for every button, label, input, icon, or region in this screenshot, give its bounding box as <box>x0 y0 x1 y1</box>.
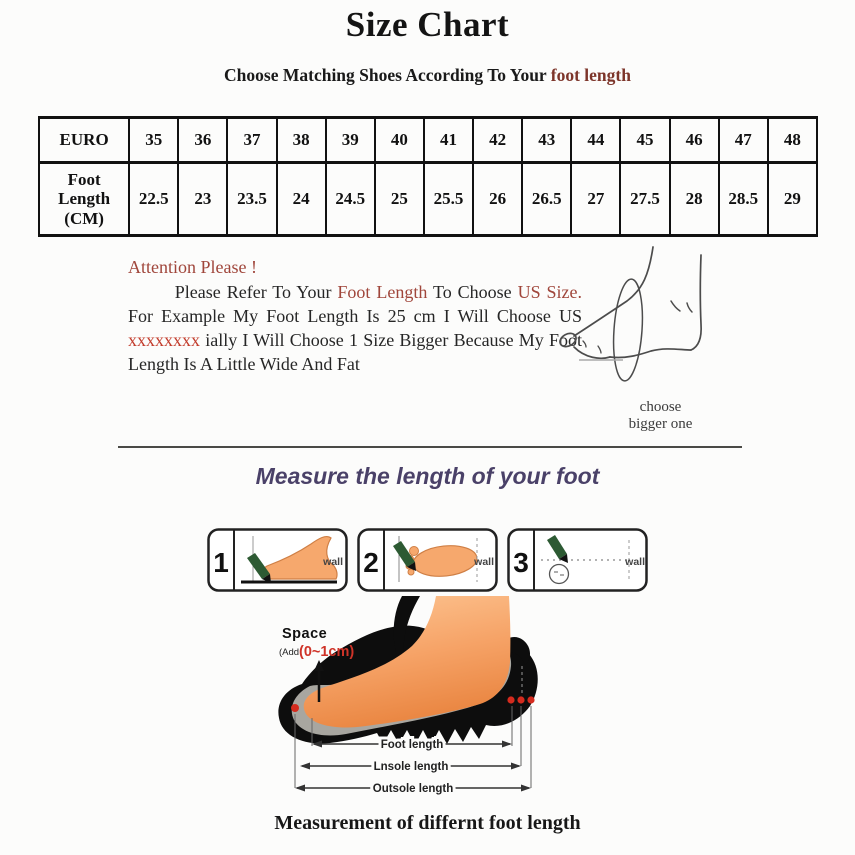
step3-number: 3 <box>513 547 529 578</box>
length-cell: 24.5 <box>324 161 376 237</box>
pen-tip <box>559 554 568 563</box>
attention-seg-ussize: US Size. <box>517 282 583 302</box>
choose-bigger-line1: choose <box>639 399 682 415</box>
subtitle: Choose Matching Shoes According To Your … <box>0 65 855 86</box>
step1-number: 1 <box>213 547 229 578</box>
size-table: EURO 35 36 37 38 39 40 41 42 43 44 45 46… <box>37 116 819 237</box>
page-title: Size Chart <box>345 5 510 44</box>
length-cell: 26 <box>472 161 524 237</box>
length-cell: 27.5 <box>619 161 671 237</box>
attention-seg: For Example My Foot Length Is 25 cm I Wi… <box>128 306 582 326</box>
length-cell: 26.5 <box>521 161 573 237</box>
foot-length-row: Foot Length (CM) 22.5 23 23.5 24 24.5 25… <box>37 161 819 237</box>
toe-marker-dot <box>291 704 299 712</box>
pen-tip <box>407 562 416 571</box>
attention-seg: Please Refer To Your <box>174 282 338 302</box>
attention-block: Attention Please ! Please Refer To Your … <box>128 255 582 376</box>
length-cell: 25 <box>373 161 425 237</box>
heel-marker-dot <box>507 696 515 704</box>
choose-bigger-note: choose bigger one <box>598 399 723 433</box>
step2-panel: 2 wall <box>357 528 498 592</box>
pen-icon <box>247 553 270 579</box>
length-cell: 28.5 <box>717 161 769 237</box>
size-cell: 35 <box>128 116 180 164</box>
foot-shoe-length-diagram: Space (Add (0~1cm) Foot leng <box>278 596 538 798</box>
space-label: Space <box>282 626 327 642</box>
size-cell: 38 <box>275 116 327 164</box>
length-cell: 23 <box>177 161 229 237</box>
wall-label: wall <box>624 556 645 568</box>
size-cell: 46 <box>668 116 720 164</box>
subtitle-accent: foot length <box>550 65 631 85</box>
length-cell: 23.5 <box>226 161 278 237</box>
heel-marker-dot <box>517 696 525 704</box>
insole-length-arrow-label: Lnsole length <box>374 761 449 773</box>
size-cell: 41 <box>422 116 475 164</box>
euro-row: EURO 35 36 37 38 39 40 41 42 43 44 45 46… <box>37 116 819 164</box>
foot-shape <box>303 596 511 728</box>
size-cell: 43 <box>521 116 573 164</box>
choose-bigger-line2: bigger one <box>628 416 693 432</box>
attention-seg: ially I Will Choose 1 Size Bigger Becaus… <box>128 330 582 374</box>
pen-icon <box>547 535 567 559</box>
measure-circle <box>548 563 570 585</box>
bottom-caption: Measurement of differnt foot length <box>274 812 581 834</box>
space-value-label: (0~1cm) <box>299 644 354 660</box>
attention-seg: To Choose <box>427 282 518 302</box>
length-cell: 27 <box>570 161 622 237</box>
space-sub-label: (Add <box>279 647 299 658</box>
size-cell: 45 <box>619 116 671 164</box>
section-divider <box>118 446 742 448</box>
length-cell: 22.5 <box>128 161 180 237</box>
euro-label: EURO <box>37 116 131 164</box>
subtitle-prefix: Choose Matching Shoes According To Your <box>224 65 551 85</box>
step3-panel: 3 wall <box>507 528 648 592</box>
pen-icon <box>393 541 415 567</box>
measure-steps: 1 wall 2 wall 3 <box>0 528 855 592</box>
measure-heading: Measure the length of your foot <box>255 463 600 489</box>
foot-length-arrow-label: Foot length <box>381 739 444 751</box>
size-cell: 48 <box>766 116 819 164</box>
wall-label: wall <box>473 556 494 568</box>
attention-paragraph: Please Refer To Your Foot Length To Choo… <box>128 280 582 376</box>
size-cell: 47 <box>717 116 769 164</box>
length-cell: 29 <box>766 161 819 237</box>
length-cell: 28 <box>668 161 720 237</box>
size-cell: 44 <box>570 116 622 164</box>
size-cell: 39 <box>324 116 376 164</box>
size-cell: 36 <box>177 116 229 164</box>
attention-seg-footlength: Foot Length <box>337 282 428 302</box>
step1-panel: 1 wall <box>207 528 348 592</box>
length-cell: 24 <box>275 161 327 237</box>
size-cell: 40 <box>373 116 425 164</box>
size-cell: 37 <box>226 116 278 164</box>
foot-length-label: Foot Length (CM) <box>37 161 131 237</box>
attention-seg-crossed: xxxxxxxx <box>128 330 200 350</box>
length-cell: 25.5 <box>422 161 475 237</box>
step2-number: 2 <box>363 547 379 578</box>
wall-label: wall <box>322 556 343 568</box>
up-arrow-icon <box>314 660 324 671</box>
heel-marker-dot <box>527 696 535 704</box>
attention-heading: Attention Please ! <box>128 257 257 277</box>
size-cell: 42 <box>472 116 524 164</box>
outsole-length-arrow-label: Outsole length <box>373 783 454 795</box>
